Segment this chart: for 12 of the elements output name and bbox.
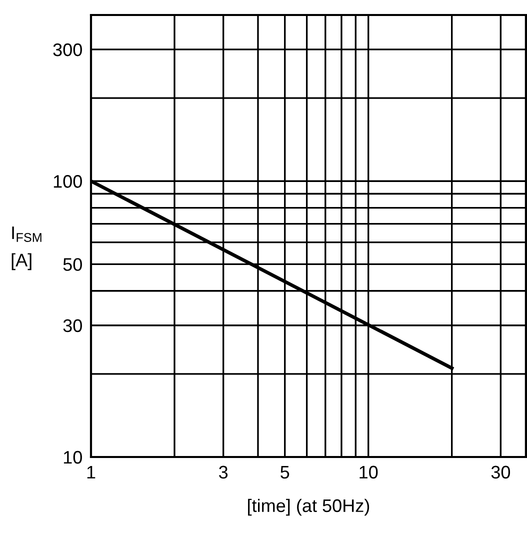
x-tick-label: 3	[219, 466, 228, 479]
y-tick-label: 50	[63, 258, 82, 271]
x-tick-label: 1	[87, 466, 96, 478]
y-axis-title: I$_{FSM}$ [A]	[12, 226, 42, 270]
x-axis-title: [time] (at 50Hz)	[248, 498, 370, 516]
x-tick-label: 5	[280, 466, 290, 479]
x-tick-label: 10	[360, 466, 378, 479]
y-tick-label: 30	[63, 319, 82, 332]
y-tick-label: 100	[54, 175, 82, 188]
y-tick-label: 10	[64, 450, 82, 464]
y-tick-label: 300	[53, 43, 82, 56]
x-tick-label: 30	[491, 466, 510, 479]
